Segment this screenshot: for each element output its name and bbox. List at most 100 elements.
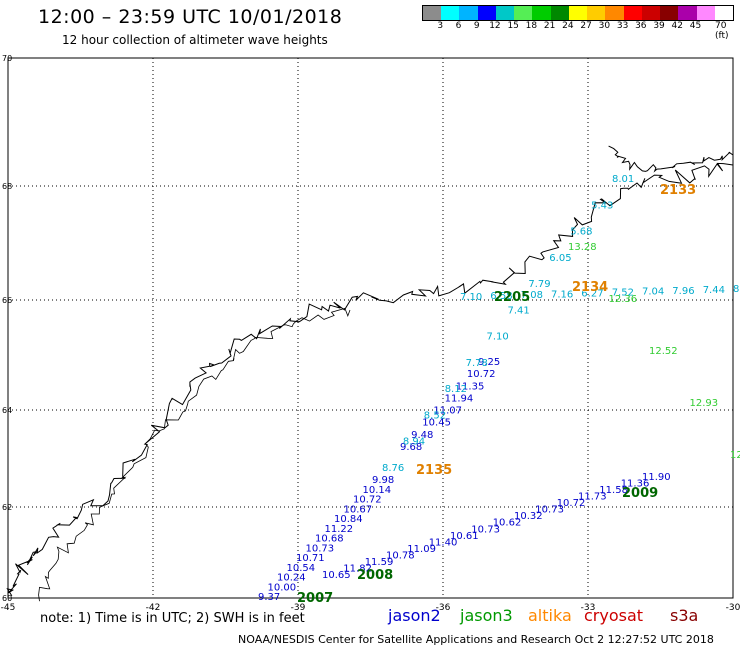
swh-label-coast-track: 8.37 [733, 284, 740, 295]
colorbar-label: 39 [653, 21, 665, 31]
pass-time-label: 2133 [660, 183, 696, 198]
swh-label-jason2-lower: 11.58 [599, 485, 628, 496]
northern-coast [608, 145, 734, 173]
swh-label-coast-track: 7.16 [551, 289, 573, 300]
map-subtitle: 12 hour collection of altimeter wave hei… [62, 33, 328, 47]
swh-label-jason2-cyan: 5.68 [570, 227, 592, 238]
swh-label-jason2-upper: 10.72 [467, 369, 496, 380]
colorbar-swatch [605, 6, 624, 20]
legend-jason2: jason2 [388, 606, 441, 625]
swh-label-jason2-upper: 9.68 [400, 442, 422, 453]
swh-label-coast-track: 7.08 [521, 290, 543, 301]
x-tick-label: -33 [581, 603, 596, 613]
swh-label-coast-track: 6.58 [490, 291, 512, 302]
swh-label-jason2-lower: 10.72 [557, 498, 586, 509]
swh-label-coast-track: 7.52 [612, 288, 634, 299]
colorbar-label: 3 [437, 21, 444, 31]
swh-label-jason2-asc: 9.37 [258, 592, 280, 603]
x-tick-label: -36 [436, 603, 451, 613]
swh-label-jason2-asc: 9.98 [372, 475, 394, 486]
swh-label-jason3-green: 12.93 [690, 398, 719, 409]
colorbar-labels: 3 6 9 12 15 18 21 24 27 30 33 36 39 42 45 70 (ft) [422, 21, 732, 41]
swh-label-jason2-cyan: 8.52 [424, 411, 446, 422]
swh-label-jason2-cyan: 6.05 [549, 253, 571, 264]
swh-label-coast-track: 7.04 [642, 287, 664, 298]
swh-label-jason2-lower: 11.40 [429, 537, 458, 548]
colorbar-swatch [660, 6, 679, 20]
colorbar-label: 6 [455, 21, 462, 31]
swh-label-jason2-cyan: 7.41 [508, 305, 530, 316]
pass-time-label: 2008 [357, 568, 393, 583]
swh-label-coast-track: 7.96 [672, 286, 694, 297]
x-tick-label: -42 [146, 603, 161, 613]
swh-label-jason2-asc: 10.67 [344, 504, 373, 515]
x-tick-label: -30 [726, 603, 740, 613]
colorbar-label: 12 [489, 21, 501, 31]
colorbar-label: 24 [562, 21, 574, 31]
swh-label-jason2-lower: 11.82 [343, 564, 372, 575]
swh-label-coast-track: 6.27 [581, 288, 603, 299]
y-tick-label: 62 [2, 503, 12, 512]
colorbar-label: 9 [473, 21, 480, 31]
y-tick-label: 64 [2, 406, 12, 415]
colorbar-swatch [477, 6, 496, 20]
swh-label-jason2-cyan: 8.76 [382, 463, 404, 474]
swh-label-jason2-asc: 10.54 [287, 563, 316, 574]
map-frame [7, 57, 734, 599]
colorbar-swatch [641, 6, 661, 20]
swh-label-jason2-cyan: 7.10 [487, 332, 509, 343]
colorbar-label: 45 [689, 21, 702, 31]
swh-label-jason2-lower: 10.73 [471, 524, 500, 535]
colorbar-label: 15 [507, 21, 519, 31]
x-tick-label: -39 [291, 603, 306, 613]
colorbar-swatch [495, 6, 515, 20]
swh-label-jason2-asc: 10.00 [268, 582, 297, 593]
swh-label-jason2-cyan: 7.78 [466, 358, 488, 369]
colorbar-label: 27 [580, 21, 592, 31]
swh-label-jason2-asc: 10.73 [306, 543, 335, 554]
legend-s3a: s3a [670, 606, 699, 625]
colorbar-swatch [532, 6, 551, 20]
colorbar-swatch [459, 6, 478, 20]
swh-label-jason3-green: 12.36 [609, 294, 638, 305]
swh-label-jason2-asc: 11.22 [325, 524, 354, 535]
colorbar-label: 36 [635, 21, 647, 31]
swh-label-coast-track: 7.44 [703, 285, 725, 296]
swh-label-jason3-green: 12.6 [730, 450, 740, 461]
footer-credit: NOAA/NESDIS Center for Satellite Applica… [238, 633, 714, 646]
y-tick-label: 66 [2, 296, 12, 305]
wave-height-colorbar [422, 5, 734, 21]
colorbar-swatch [587, 6, 606, 20]
swh-label-jason2-lower: 11.09 [407, 544, 436, 555]
swh-label-jason3-green: 12.52 [649, 346, 678, 357]
swh-label-jason2-upper: 11.94 [445, 393, 474, 404]
colorbar-label: 18 [525, 21, 538, 31]
colorbar-swatch [696, 6, 715, 20]
swh-label-jason2-asc: 10.68 [315, 534, 344, 545]
fjord-outline [38, 307, 351, 602]
swh-label-jason2-cyan: 8.01 [612, 174, 634, 185]
swh-label-jason2-cyan: 7.79 [528, 279, 550, 290]
legend-cryosat: cryosat [584, 606, 644, 625]
swh-label-jason2-cyan: 5.43 [591, 200, 613, 211]
swh-label-jason2-asc: 10.72 [353, 495, 382, 506]
y-tick-label: 60 [2, 594, 12, 603]
swh-label-jason2-lower: 11.73 [578, 492, 607, 503]
swh-label-jason2-lower: 10.62 [493, 518, 522, 529]
x-tick-label: -45 [1, 603, 16, 613]
swh-label-jason2-upper: 9.48 [411, 430, 433, 441]
map-title: 12:00 – 23:59 UTC 10/01/2018 [38, 6, 343, 28]
greenland-coastline [6, 162, 734, 597]
swh-label-jason2-asc: 10.84 [334, 514, 363, 525]
swh-label-jason2-upper: 9.25 [478, 357, 500, 368]
y-tick-label: 68 [2, 182, 12, 191]
colorbar-swatch [514, 6, 533, 20]
swh-label-jason2-upper: 11.35 [456, 381, 485, 392]
swh-label-jason2-lower: 10.32 [514, 511, 543, 522]
swh-label-jason2-lower: 11.59 [365, 557, 394, 568]
pass-time-label: 2134 [572, 280, 608, 295]
legend-jason3: jason3 [460, 606, 513, 625]
colorbar-swatch [678, 6, 697, 20]
colorbar-label: 33 [616, 21, 629, 31]
